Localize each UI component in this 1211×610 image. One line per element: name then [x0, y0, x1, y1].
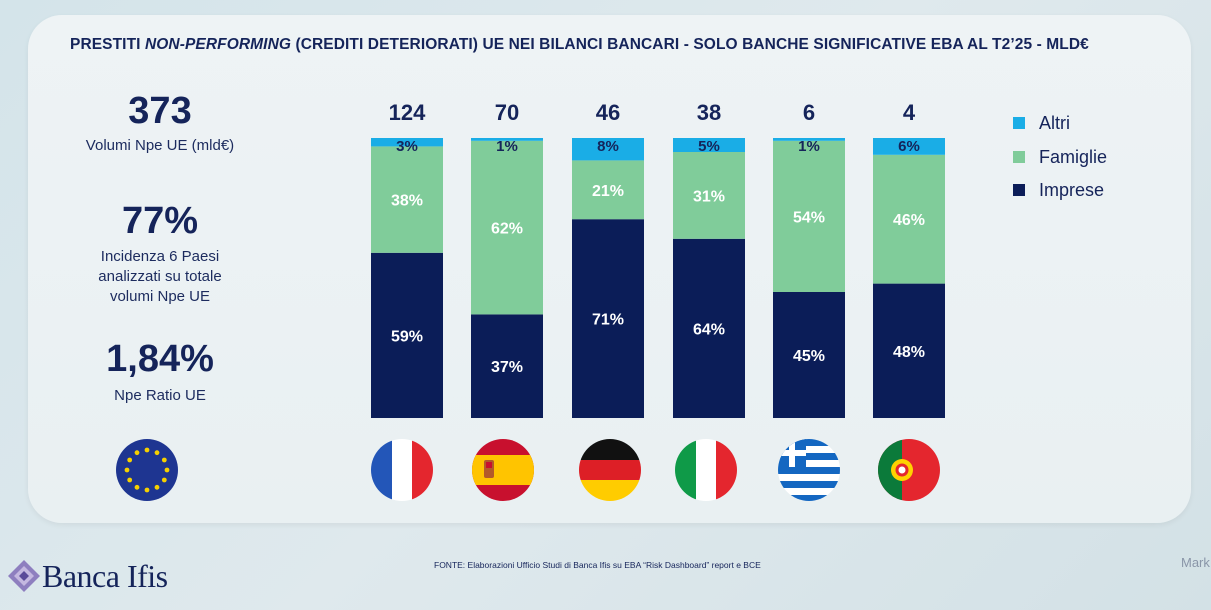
value-label-altri-italia: 5% — [698, 138, 720, 155]
bar-altri-portogallo — [873, 138, 945, 155]
bar-famiglie-spagna — [471, 140, 543, 315]
eu-star-icon — [161, 457, 167, 463]
eu-star-icon — [127, 477, 133, 483]
value-label-imprese-grecia: 45% — [793, 348, 825, 365]
eu-star-icon — [127, 457, 133, 463]
eu-star-icon — [144, 447, 150, 453]
bar-famiglie-portogallo — [873, 154, 945, 284]
value-label-imprese-spagna: 37% — [491, 359, 523, 376]
value-label-imprese-portogallo: 48% — [893, 344, 925, 361]
eu-star-icon — [134, 450, 140, 456]
total-label-grecia: 6 — [803, 100, 815, 125]
legend-label-imprese: Imprese — [1039, 180, 1105, 200]
bar-famiglie-grecia — [773, 140, 845, 292]
value-label-famiglie-germania: 21% — [592, 183, 624, 200]
bar-famiglie-francia — [371, 146, 443, 253]
value-label-famiglie-francia: 38% — [391, 193, 423, 210]
bar-altri-italia — [673, 138, 745, 152]
bar-altri-spagna — [471, 138, 543, 141]
value-label-altri-grecia: 1% — [798, 138, 820, 155]
value-label-famiglie-italia: 31% — [693, 188, 725, 205]
value-label-imprese-francia: 59% — [391, 328, 423, 345]
eu-star-icon — [134, 484, 140, 490]
brand-name: Banca Ifis — [42, 558, 168, 594]
italy-flag — [675, 439, 737, 501]
legend-swatch-altri — [1013, 117, 1025, 129]
cut-off-text: Mark — [1181, 555, 1210, 570]
legend-label-altri: Altri — [1039, 113, 1070, 133]
eu-star-icon — [161, 477, 167, 483]
value-label-altri-portogallo: 6% — [898, 138, 920, 155]
bar-imprese-portogallo — [873, 283, 945, 418]
greece-flag — [778, 439, 840, 501]
bar-imprese-francia — [371, 252, 443, 418]
value-label-imprese-italia: 64% — [693, 321, 725, 338]
total-label-italia: 38 — [697, 100, 721, 125]
eu-star-icon — [124, 467, 130, 473]
legend-swatch-famiglie — [1013, 151, 1025, 163]
bar-imprese-italia — [673, 238, 745, 418]
value-label-altri-francia: 3% — [396, 138, 418, 155]
value-label-altri-germania: 8% — [597, 138, 619, 155]
eu-flag — [116, 439, 178, 501]
eu-star-icon — [154, 484, 160, 490]
bar-imprese-germania — [572, 219, 644, 418]
spain-flag — [472, 439, 534, 501]
total-label-germania: 46 — [596, 100, 620, 125]
value-label-altri-spagna: 1% — [496, 138, 518, 155]
bar-famiglie-italia — [673, 152, 745, 239]
eu-star-icon — [164, 467, 170, 473]
source-note: FONTE: Elaborazioni Ufficio Studi di Ban… — [434, 560, 761, 570]
kpi-share-value: 77% — [121, 200, 199, 242]
kpi-share-label: Incidenza 6 Paesi analizzati su totale v… — [98, 248, 222, 305]
portugal-flag — [878, 439, 940, 501]
kpi-npe-volume-label: Volumi Npe UE (mld€) — [85, 137, 235, 154]
bar-altri-francia — [371, 138, 443, 147]
kpi-npe-volume-value: 373 — [128, 90, 192, 132]
value-label-famiglie-spagna: 62% — [491, 221, 523, 238]
germany-flag — [579, 439, 641, 501]
france-flag — [371, 439, 433, 501]
bar-altri-germania — [572, 138, 644, 161]
total-label-francia: 124 — [389, 100, 426, 125]
bar-imprese-spagna — [471, 314, 543, 418]
value-label-famiglie-grecia: 54% — [793, 209, 825, 226]
total-label-spagna: 70 — [495, 100, 519, 125]
value-label-imprese-germania: 71% — [592, 312, 624, 329]
bar-imprese-grecia — [773, 292, 845, 418]
kpi-npe-ratio-value: 1,84% — [106, 338, 214, 380]
kpi-npe-ratio-label: Npe Ratio UE — [114, 387, 206, 404]
bar-altri-grecia — [773, 138, 845, 141]
legend-label-famiglie: Famiglie — [1039, 147, 1108, 167]
bar-famiglie-germania — [572, 160, 644, 220]
eu-star-icon — [154, 450, 160, 456]
legend-swatch-imprese — [1013, 184, 1025, 196]
banca-ifis-logo-icon — [8, 560, 40, 592]
total-label-portogallo: 4 — [903, 100, 916, 125]
eu-star-icon — [144, 487, 150, 493]
value-label-famiglie-portogallo: 46% — [893, 212, 925, 229]
chart-title: PRESTITI NON-PERFORMING (CREDITI DETERIO… — [70, 36, 1089, 53]
